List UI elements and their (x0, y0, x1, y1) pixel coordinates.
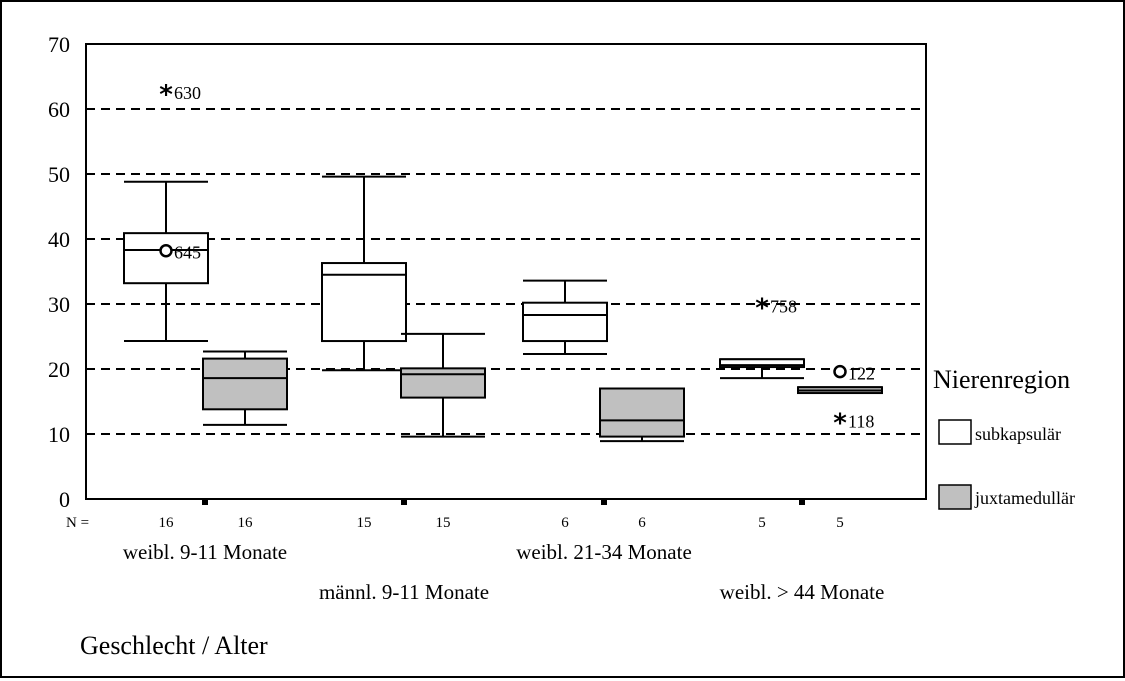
group-tick-1 (202, 500, 208, 505)
axis-layer: 0 10 20 30 40 50 60 70 16 16 weibl. 9-11 Monate 15 1… (48, 32, 927, 604)
outlier-122-label: 122 (848, 364, 875, 384)
group-tick-3 (601, 500, 607, 505)
legend-swatch-subkapsular (938, 419, 972, 445)
legend-title: Nierenregion (933, 365, 1070, 394)
y-tick-label-10: 10 (48, 422, 70, 447)
plot-area-border (85, 43, 927, 500)
group-label-4: weibl. > 44 Monate (720, 580, 885, 604)
box-g4-subkapsular-iqr (719, 358, 805, 369)
group-label-3: weibl. 21-34 Monate (516, 540, 692, 564)
y-tick-label-0: 0 (59, 487, 70, 512)
outlier-758-label: 758 (770, 297, 797, 317)
outlier-645-marker (159, 243, 173, 258)
legend-label-juxtamedullar: juxtamedullär (974, 488, 1075, 508)
outlier-630-label: 630 (174, 83, 201, 103)
legend-label-subkapsular: subkapsulär (975, 424, 1061, 444)
x-axis-title: Geschlecht / Alter (80, 631, 268, 660)
legend-swatch-juxtamedullar (938, 484, 972, 510)
box-g1-juxtamedullar-iqr (202, 357, 288, 411)
outlier-630-marker: * (159, 80, 173, 110)
box-g3-juxtamedullar-n-label: 6 (638, 515, 646, 531)
outlier-118-marker: * (833, 409, 847, 439)
outlier-122-marker (833, 364, 847, 379)
group-tick-4 (799, 500, 805, 505)
box-g2-subkapsular-iqr (321, 262, 407, 343)
group-label-2: männl. 9-11 Monate (319, 580, 489, 604)
box-g3-subkapsular-iqr (522, 301, 608, 343)
legend: Nierenregion subkapsulär juxtamedullär (933, 365, 1075, 510)
box-g3-subkapsular-n-label: 6 (561, 515, 569, 531)
box-g2-subkapsular-n-label: 15 (357, 515, 372, 531)
box-g4-subkapsular-n-label: 5 (758, 515, 766, 531)
box-g1-juxtamedullar-n-label: 16 (238, 515, 254, 531)
y-tick-label-20: 20 (48, 357, 70, 382)
n-prefix: N = (66, 515, 89, 531)
outlier-118-label: 118 (848, 412, 874, 432)
box-g2-juxtamedullar-iqr (400, 367, 486, 399)
box-g4-juxtamedullar-n-label: 5 (836, 515, 844, 531)
y-tick-label-70: 70 (48, 32, 70, 57)
box-g2-juxtamedullar-n-label: 15 (436, 515, 451, 531)
group-label-1: weibl. 9-11 Monate (123, 540, 287, 564)
box-g1-subkapsular-iqr (123, 232, 209, 285)
box-g3-juxtamedullar-iqr (599, 387, 685, 438)
y-tick-label-60: 60 (48, 97, 70, 122)
outlier-645-label: 645 (174, 243, 201, 263)
outlier-758-marker: * (755, 294, 769, 324)
y-tick-label-40: 40 (48, 227, 70, 252)
y-tick-label-50: 50 (48, 162, 70, 187)
box-g1-subkapsular-n-label: 16 (159, 515, 175, 531)
y-tick-label-30: 30 (48, 292, 70, 317)
group-tick-2 (401, 500, 407, 505)
